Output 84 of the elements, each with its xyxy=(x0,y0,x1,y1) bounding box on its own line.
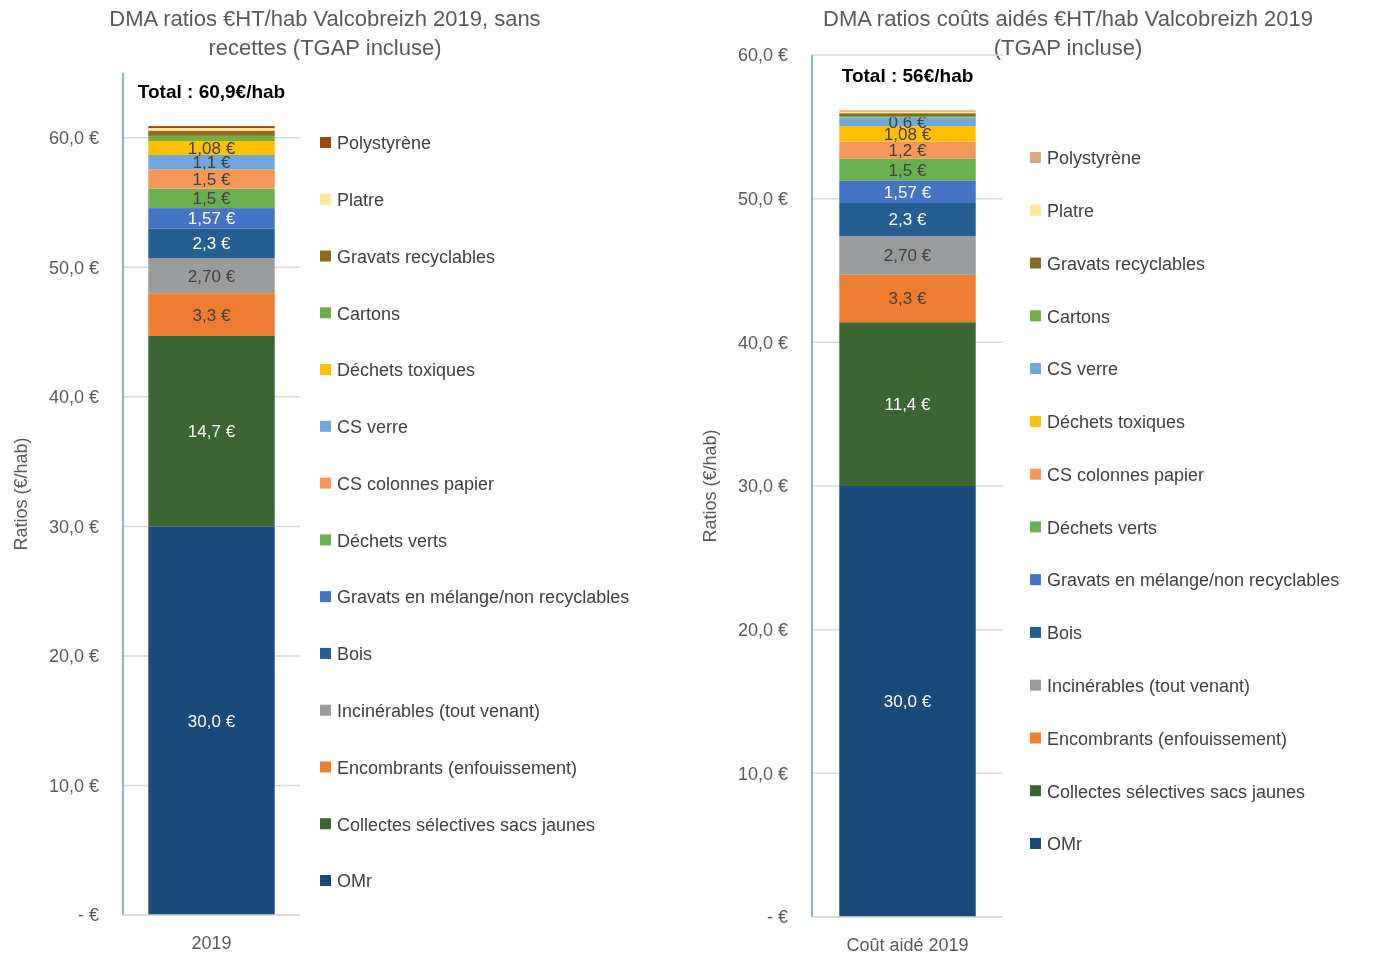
y-tick-label: 50,0 € xyxy=(48,257,99,278)
bar xyxy=(839,486,976,917)
y-tick-label: 10,0 € xyxy=(737,763,788,784)
data-label: 1,57 € xyxy=(187,209,236,229)
legend-label: Gravats en mélange/non recyclables xyxy=(337,587,630,608)
data-label: 2,70 € xyxy=(883,246,932,266)
legend-label: Incinérables (tout venant) xyxy=(1047,675,1251,696)
data-label: 1,57 € xyxy=(883,182,932,202)
bar xyxy=(148,228,275,259)
legend-label: CS colonnes papier xyxy=(1047,464,1205,485)
data-label: 30,0 € xyxy=(883,692,932,712)
y-tick-label: 30,0 € xyxy=(737,476,788,497)
y-tick-label: 10,0 € xyxy=(48,775,99,796)
legend-label: Encombrants (enfouissement) xyxy=(337,757,578,778)
legend-label: Platre xyxy=(337,190,385,211)
legend-label: Platre xyxy=(1047,201,1095,222)
data-label: 1,2 € xyxy=(888,141,927,161)
legend-label: Gravats en mélange/non recyclables xyxy=(1047,570,1340,591)
y-tick-label: 40,0 € xyxy=(48,387,99,408)
bar xyxy=(839,322,976,486)
bar xyxy=(148,208,275,229)
data-label: 14,7 € xyxy=(187,422,236,442)
legend-label: Gravats recyclables xyxy=(337,246,496,267)
data-label: 2,3 € xyxy=(192,234,231,254)
y-tick-label: 40,0 € xyxy=(737,332,788,353)
legend-label: Déchets toxiques xyxy=(1047,412,1186,433)
legend-label: Déchets verts xyxy=(337,530,448,551)
text: DMA ratios €HT/hab Valcobreizh 2019, sans recettes (TGAP incluse) xyxy=(109,6,541,60)
bar xyxy=(148,130,275,136)
data-label: 3,3 € xyxy=(888,289,927,309)
data-label: 1,5 € xyxy=(888,160,927,180)
legend-label: Encombrants (enfouissement) xyxy=(1047,728,1288,749)
bar xyxy=(148,135,275,142)
data-label: 1,5 € xyxy=(192,189,231,209)
legend-label: Cartons xyxy=(337,303,401,324)
y-axis-title: Ratios (€/hab) xyxy=(11,437,31,551)
legend-label: Déchets toxiques xyxy=(337,360,476,381)
legend-label: Cartons xyxy=(1047,306,1111,327)
data-label: 2,70 € xyxy=(187,266,236,286)
annotation: Total : 60,9€/hab xyxy=(137,81,286,103)
legend-label: CS verre xyxy=(337,417,409,438)
bar xyxy=(148,258,275,294)
legend-label: OMr xyxy=(337,871,372,892)
x-tick-label: 2019 xyxy=(191,933,232,953)
data-label: 30,0 € xyxy=(187,711,236,731)
y-tick-label: 60,0 € xyxy=(737,45,788,66)
legend-label: Collectes sélectives sacs jaunes xyxy=(337,814,596,835)
bar xyxy=(839,141,976,159)
y-tick-label: - € xyxy=(766,907,788,928)
legend-label: Incinérables (tout venant) xyxy=(337,700,541,721)
legend-label: Gravats recyclables xyxy=(1047,253,1206,274)
legend-label: Polystyrène xyxy=(1047,148,1142,169)
legend-label: Polystyrène xyxy=(337,133,432,154)
legend-label: CS colonnes papier xyxy=(337,473,495,494)
legend-label: Déchets verts xyxy=(1047,517,1158,538)
text: DMA ratios coûts aidés €HT/hab Valcobreizh 2019 (TGAP incluse) xyxy=(823,6,1313,60)
data-label: 2,3 € xyxy=(888,210,927,230)
y-tick-label: 30,0 € xyxy=(48,516,99,537)
legend-label: Bois xyxy=(337,644,373,665)
y-tick-label: - € xyxy=(77,905,99,926)
bar xyxy=(148,188,275,209)
bar xyxy=(839,180,976,203)
bar xyxy=(839,202,976,237)
bar xyxy=(148,293,275,336)
bar xyxy=(839,236,976,275)
y-tick-label: 50,0 € xyxy=(737,188,788,209)
bar xyxy=(148,526,275,915)
data-label: 11,4 € xyxy=(884,395,932,415)
legend-label: CS verre xyxy=(1047,359,1119,380)
bar xyxy=(839,158,976,181)
legend-label: OMr xyxy=(1047,834,1082,855)
data-label: 1,5 € xyxy=(192,169,231,189)
bar xyxy=(839,274,976,323)
x-tick-label: Coût aidé 2019 xyxy=(846,935,969,955)
bar xyxy=(148,169,275,189)
y-axis-title: Ratios (€/hab) xyxy=(700,429,720,543)
data-label: 3,3 € xyxy=(192,305,231,325)
legend-label: Collectes sélectives sacs jaunes xyxy=(1047,781,1306,802)
y-tick-label: 60,0 € xyxy=(48,128,99,149)
y-tick-label: 20,0 € xyxy=(48,646,99,667)
annotation: Total : 56€/hab xyxy=(841,65,974,87)
legend-label: Bois xyxy=(1047,623,1083,644)
y-tick-label: 20,0 € xyxy=(737,619,788,640)
bar xyxy=(148,335,275,527)
